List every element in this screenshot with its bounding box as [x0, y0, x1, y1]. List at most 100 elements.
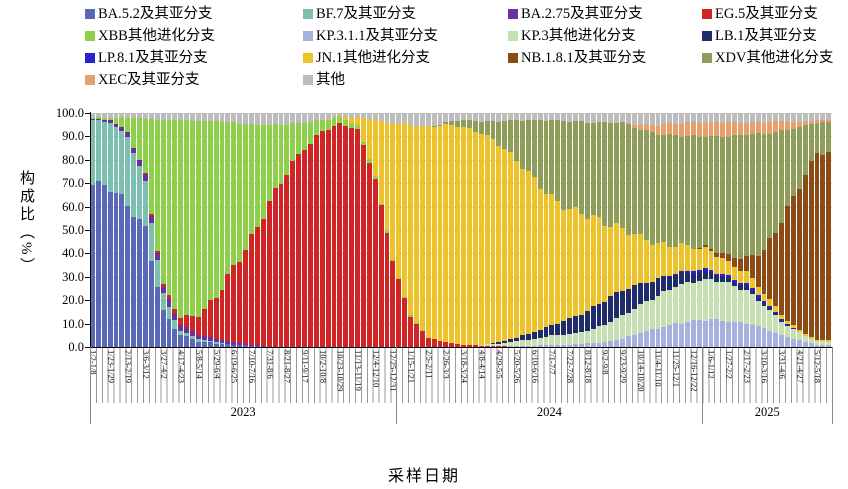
bar: [643, 113, 649, 347]
bar-segment: [213, 342, 219, 344]
bar-segment: [708, 121, 714, 136]
bar-segment: [125, 205, 131, 347]
bar-segment: [702, 247, 708, 269]
bar-segment: [761, 122, 767, 135]
bar-segment: [561, 120, 567, 210]
bar-segment: [402, 113, 408, 124]
bar-segment: [796, 332, 802, 340]
year-separator: [702, 347, 704, 424]
year-groups: 2023 2024 2025: [90, 347, 833, 424]
bar-segment: [614, 113, 620, 123]
bar-segment: [437, 340, 443, 347]
bar-segment: [578, 331, 584, 344]
bar-segment: [808, 113, 814, 121]
legend-swatch-icon: [508, 9, 518, 19]
bar-segment: [561, 344, 567, 347]
bar-segment: [767, 331, 773, 347]
bar-segment: [449, 343, 455, 347]
bar: [637, 113, 643, 347]
bar-segment: [779, 314, 785, 320]
bar-segment: [178, 330, 184, 336]
bar: [396, 113, 402, 347]
bar-segment: [514, 337, 520, 342]
bar-segment: [331, 117, 337, 119]
bar-segment: [90, 120, 95, 186]
bar: [614, 113, 620, 347]
bar-segment: [549, 344, 555, 347]
bar-segment: [484, 344, 490, 346]
bar-segment: [107, 122, 113, 193]
bar-segment: [626, 124, 631, 236]
bar-segment: [714, 257, 720, 274]
bar: [260, 113, 266, 347]
bar-segment: [307, 113, 313, 122]
bar-segment: [360, 145, 366, 347]
bar-segment: [796, 188, 802, 330]
legend-item-label: XDV其他进化分支: [715, 50, 834, 66]
bar-segment: [649, 281, 655, 300]
bar-segment: [696, 247, 702, 249]
bar-segment: [726, 321, 732, 347]
bar-segment: [596, 326, 602, 343]
bar-segment: [779, 321, 785, 335]
bar-segment: [125, 117, 131, 132]
bar-segment: [119, 113, 125, 118]
bar-segment: [196, 121, 201, 318]
bar-segment: [755, 297, 761, 301]
bar-segment: [802, 113, 808, 122]
bar: [478, 113, 484, 347]
bar-segment: [790, 113, 796, 123]
bar-segment: [826, 120, 832, 123]
bar-segment: [584, 113, 590, 123]
bar: [761, 113, 767, 347]
legend-swatch-icon: [702, 53, 712, 63]
bar-segment: [219, 113, 225, 122]
bar-segment: [231, 264, 237, 343]
bar-segment: [125, 113, 131, 118]
bar-segment: [166, 306, 172, 319]
bar-segment: [690, 113, 696, 123]
bar-segment: [384, 232, 390, 347]
bar-segment: [690, 122, 696, 136]
bar-segment: [555, 201, 561, 324]
legend-item-label: KP.3其他进化分支: [521, 28, 636, 44]
bar-segment: [555, 113, 561, 120]
bar-segment: [319, 113, 325, 120]
bar-segment: [549, 113, 555, 121]
bar-segment: [714, 273, 720, 276]
bar-segment: [201, 121, 207, 309]
bar: [714, 113, 720, 347]
bar: [172, 113, 178, 347]
bar: [349, 113, 355, 347]
bar-segment: [296, 122, 302, 154]
bar-segment: [413, 113, 419, 127]
bar-segment: [95, 120, 101, 181]
bar-segment: [113, 123, 119, 127]
bar: [755, 113, 761, 347]
bar: [249, 113, 254, 347]
bar-segment: [649, 113, 655, 125]
bar: [113, 113, 119, 347]
bar-segment: [726, 275, 732, 278]
bar-segment: [508, 345, 514, 347]
bar: [125, 113, 131, 347]
bar-segment: [213, 298, 219, 339]
bar-segment: [343, 120, 349, 126]
bar-segment: [708, 251, 714, 270]
bar-segment: [790, 338, 796, 347]
bar-segment: [472, 120, 478, 132]
bar-segment: [649, 132, 655, 245]
bar-segment: [390, 259, 396, 261]
bar-segment: [502, 113, 508, 122]
bar-segment: [319, 131, 325, 347]
bar-segment: [631, 334, 637, 347]
bar-segment: [390, 124, 396, 260]
bar-segment: [755, 255, 761, 288]
bar-segment: [514, 341, 520, 346]
bar-segment: [207, 121, 213, 301]
bar-segment: [543, 113, 549, 121]
bar-segment: [490, 345, 496, 347]
bar-segment: [755, 113, 761, 122]
bar: [702, 113, 708, 347]
bar-segment: [113, 113, 119, 118]
